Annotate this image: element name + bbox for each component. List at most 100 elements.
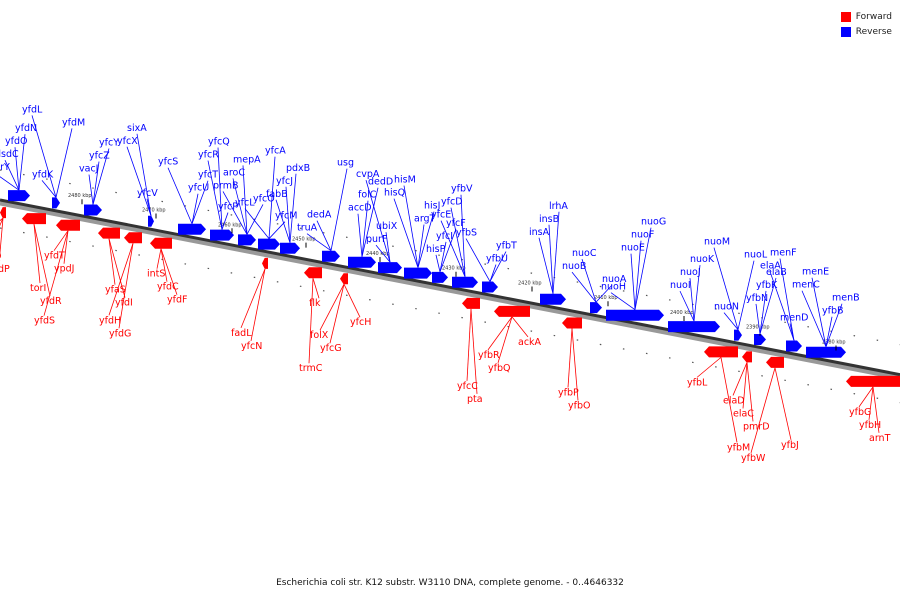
gene-leader-line: [696, 357, 722, 378]
gene-arrow: [262, 257, 268, 269]
gene-leader-line: [41, 180, 57, 198]
gene-leader-line: [789, 323, 795, 341]
gene-leader-line: [43, 230, 69, 316]
gene-arrow: [562, 317, 582, 329]
gene-label: yfdM: [62, 117, 85, 128]
gene-arrow: [340, 273, 348, 285]
gene-leader-line: [118, 243, 134, 329]
axis-kbp-label: 2390 kbp: [746, 325, 770, 331]
reverse-swatch: [840, 26, 851, 37]
gene-label: yfbB: [822, 306, 844, 317]
gene-leader-line: [33, 224, 51, 297]
legend-reverse: Reverse: [840, 24, 892, 39]
gene-label: yfcT: [198, 170, 218, 181]
gene-label: nuoH: [601, 282, 626, 293]
gene-label: pdxB: [286, 163, 310, 174]
gene-label: fabB: [266, 189, 288, 200]
gene-label: folX: [310, 330, 329, 341]
gene-leader-line: [779, 258, 795, 341]
gene-arrow: [404, 267, 432, 279]
gene-label: yfcC: [457, 381, 478, 392]
gene-label: nuoC: [572, 248, 597, 259]
gene-leader-line: [4, 160, 20, 191]
gene-label: yfbS: [456, 228, 477, 239]
gene-leader-line: [511, 316, 529, 338]
gene-leader-line: [460, 194, 466, 277]
gene-label: yfdR: [40, 296, 62, 307]
gene-label: yfcI: [436, 231, 453, 242]
gene-label: nuoB: [562, 261, 586, 272]
axis-kbp-label: 2440 kbp: [366, 251, 390, 257]
gene-arrow: [84, 204, 102, 216]
gene-label: menF: [770, 248, 797, 259]
gene-label: flk: [309, 298, 321, 309]
gene-label: yfcG: [320, 343, 342, 354]
gene-leader-line: [868, 386, 874, 420]
gene-leader-line: [489, 251, 507, 282]
gene-leader-line: [330, 168, 348, 251]
gene-leader-line: [14, 147, 20, 191]
gene-label: yfbW: [741, 453, 766, 464]
gene-leader-line: [720, 357, 738, 443]
axis-kbp-label: 2470 kbp: [142, 208, 166, 214]
gene-arrow: [148, 215, 154, 227]
gene-leader-line: [723, 312, 739, 330]
gene-arrow: [462, 297, 480, 309]
gene-arrow: [178, 223, 206, 235]
gene-leader-line: [53, 230, 69, 251]
gene-leader-line: [232, 178, 248, 235]
gene-label: cvpA: [356, 169, 380, 180]
gene-leader-line: [246, 204, 264, 235]
gene-leader-line: [487, 316, 513, 351]
gene-label: truA: [297, 223, 318, 234]
gene-leader-line: [393, 198, 419, 268]
gene-leader-line: [268, 221, 286, 239]
genome-backbone: [0, 198, 900, 377]
gene-leader-line: [167, 167, 193, 224]
gene-label: nuoF: [631, 230, 654, 241]
gene-label: yfcS: [158, 157, 178, 168]
gene-leader-line: [316, 220, 332, 251]
gene-arrow: [734, 329, 742, 341]
gene-leader-line: [136, 133, 152, 216]
gene-label: nuoL: [744, 250, 768, 261]
gene-leader-line: [439, 241, 447, 272]
gene-leader-line: [466, 308, 472, 381]
gene-arrow: [766, 356, 784, 368]
gene-leader-line: [548, 224, 554, 294]
gene-label: dsdC: [0, 149, 19, 160]
legend-forward-label: Forward: [855, 11, 892, 22]
gene-leader-line: [308, 278, 314, 364]
gene-label: intS: [147, 269, 165, 280]
gene-label: trmC: [299, 363, 323, 374]
gene-arrow: [210, 229, 234, 241]
gene-leader-line: [571, 328, 579, 401]
gene-label: yfcL: [235, 198, 255, 209]
gene-label: arnT: [869, 433, 891, 444]
gene-leader-line: [746, 362, 754, 422]
gene-label: yfcO: [253, 193, 275, 204]
gene-leader-line: [552, 211, 560, 294]
gene-label: dedA: [307, 210, 332, 221]
gene-arrow: [742, 351, 752, 363]
gene-label: yfcM: [275, 211, 297, 222]
gene-label: yfcP: [218, 202, 238, 213]
gene-leader-line: [417, 211, 435, 268]
gene-arrow: [0, 207, 6, 219]
gene-leader-line: [825, 316, 833, 347]
axis-kbp-label: 2400 kbp: [670, 310, 694, 316]
gene-label: insB: [539, 214, 559, 225]
gene-leader-line: [465, 238, 491, 282]
gene-label: nuoI: [670, 280, 691, 291]
gene-label: yfbO: [568, 400, 590, 411]
gene-label: elaC: [733, 408, 754, 419]
gene-leader-line: [759, 290, 767, 334]
gene-label: mepA: [233, 154, 261, 165]
gene-label: yfdT: [44, 251, 65, 262]
gene-arrow: [704, 346, 738, 358]
gene-label: yfbG: [849, 407, 871, 418]
gene-leader-line: [312, 278, 320, 299]
gene-leader-line: [858, 386, 874, 408]
gene-leader-line: [774, 367, 792, 440]
gene-label: yfdG: [109, 328, 131, 339]
